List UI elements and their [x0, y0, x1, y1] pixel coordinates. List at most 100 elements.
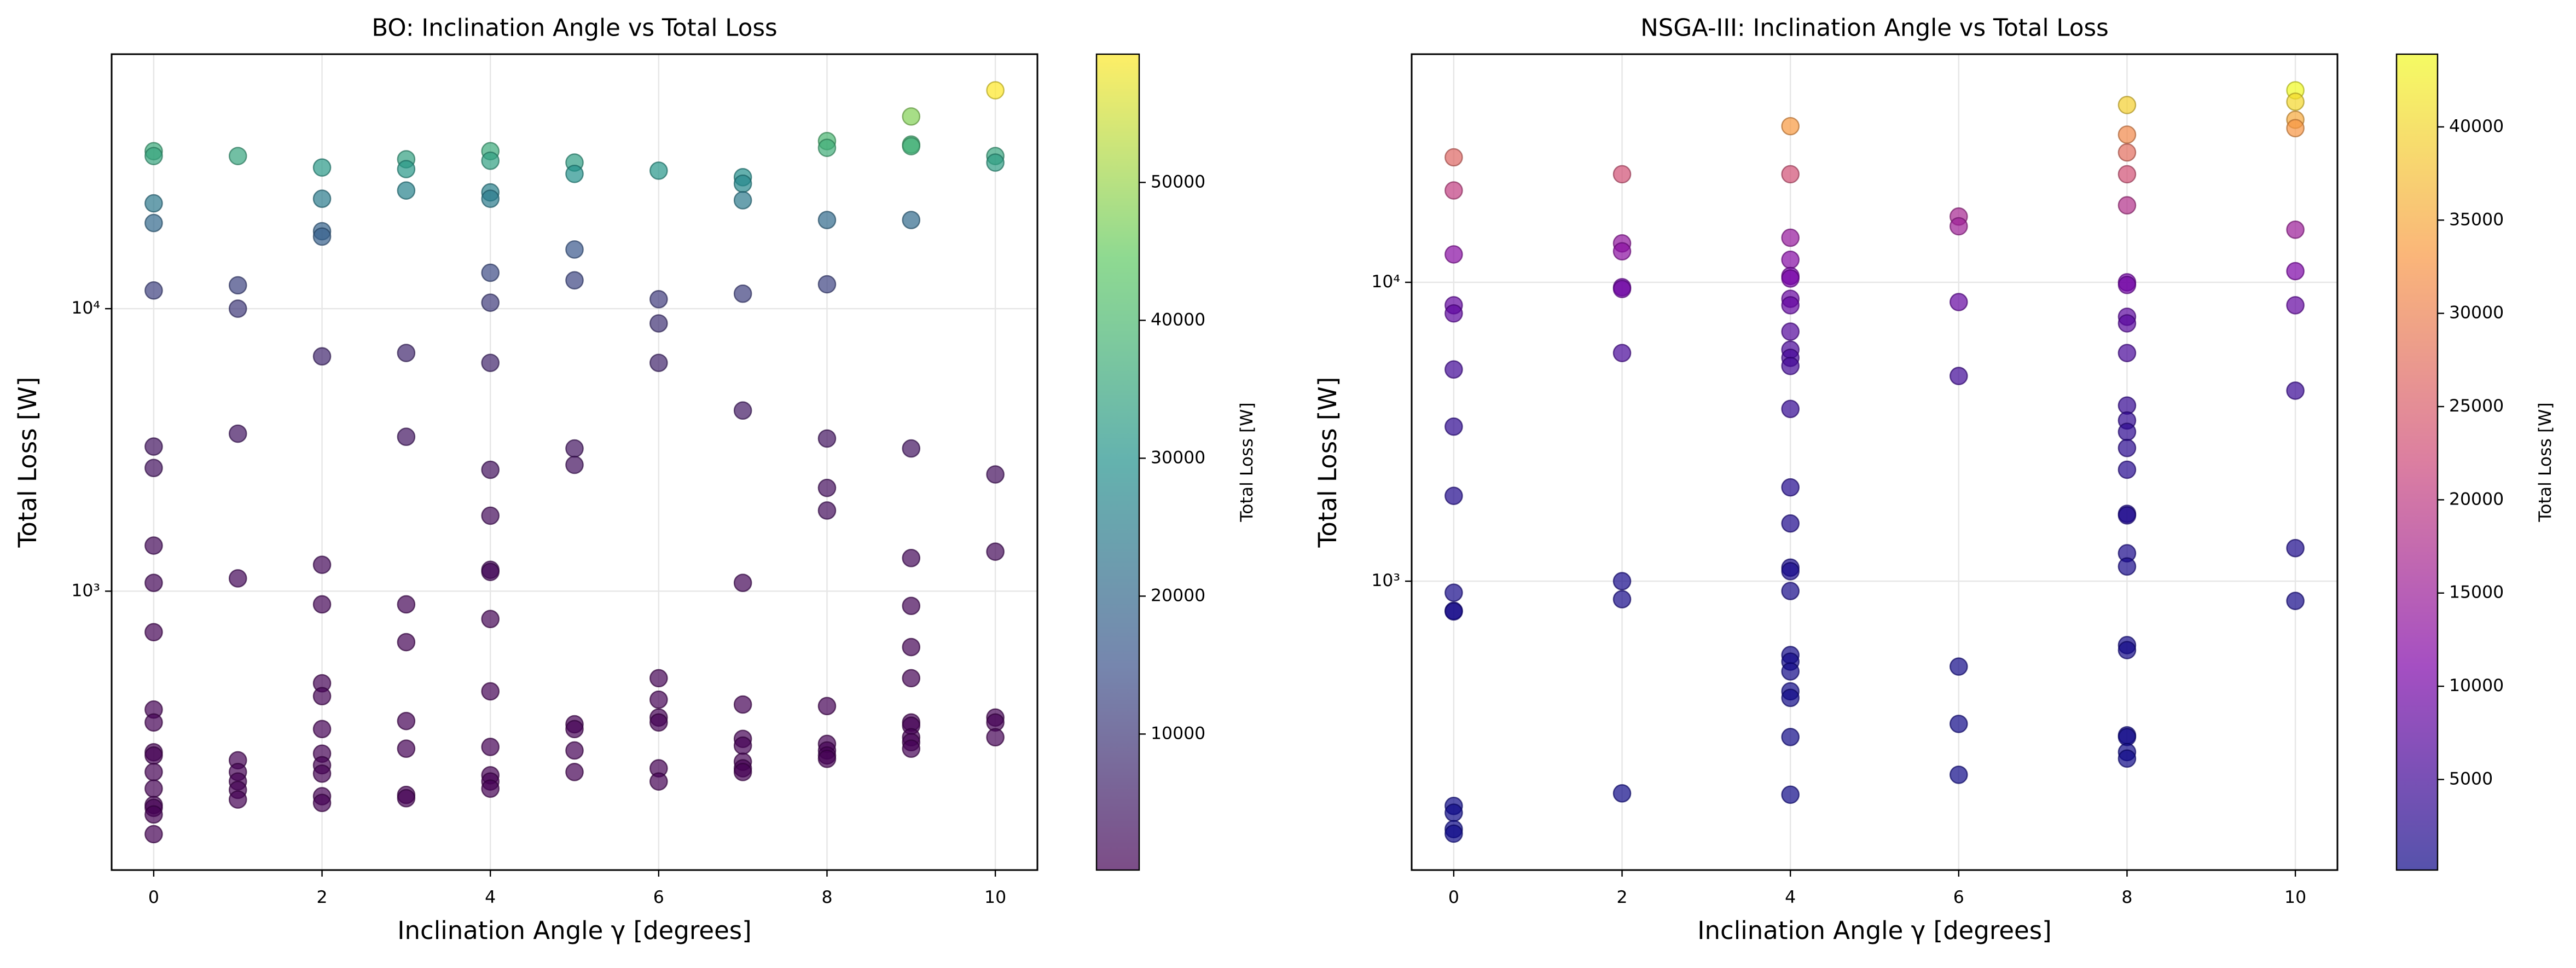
point — [649, 772, 668, 791]
x-tick-label: 8 — [2121, 888, 2132, 907]
point — [649, 290, 668, 309]
point — [144, 459, 163, 477]
point — [312, 595, 332, 614]
point — [649, 669, 668, 688]
point — [1781, 228, 1800, 247]
point — [1781, 165, 1800, 184]
x-tick-label: 4 — [485, 888, 496, 907]
chart-title: NSGA-III: Inclination Angle vs Total Los… — [1640, 14, 2109, 42]
colorbar — [1095, 53, 1140, 871]
point — [144, 573, 163, 592]
point — [1781, 250, 1800, 269]
point — [1612, 344, 1632, 362]
point — [144, 623, 163, 642]
point — [312, 793, 332, 813]
point — [2286, 92, 2305, 111]
y-tick-label: 10³ — [1371, 571, 1400, 590]
point — [144, 763, 163, 781]
point — [1612, 590, 1632, 608]
point — [228, 424, 247, 443]
point — [2117, 557, 2137, 576]
x-tick-label: 6 — [1953, 888, 1964, 907]
point — [1950, 657, 1968, 676]
x-tick-label: 8 — [821, 888, 832, 907]
colorbar-tick-label: 30000 — [1151, 448, 1205, 467]
point — [1612, 165, 1632, 184]
point — [817, 501, 837, 520]
point — [986, 81, 1005, 100]
point — [2117, 143, 2137, 162]
point — [733, 695, 752, 714]
point — [228, 276, 247, 295]
point — [733, 573, 752, 592]
point — [1781, 582, 1800, 600]
x-tick-label: 0 — [1448, 888, 1459, 907]
point — [2286, 592, 2305, 610]
point — [397, 344, 416, 362]
point — [481, 779, 500, 798]
point — [565, 439, 584, 458]
point — [817, 138, 837, 157]
point — [902, 211, 921, 229]
point — [2117, 165, 2137, 184]
point — [649, 690, 668, 709]
point — [312, 347, 332, 366]
point — [986, 542, 1005, 561]
point — [481, 460, 500, 479]
point — [817, 478, 837, 497]
point — [1612, 242, 1632, 261]
colorbar — [2395, 53, 2439, 871]
point — [1444, 181, 1463, 200]
point — [733, 736, 752, 755]
colorbar-tick-label: 15000 — [2449, 583, 2504, 602]
point — [312, 720, 332, 739]
point — [1950, 715, 1968, 733]
colorbar-tick-label: 10000 — [1151, 723, 1205, 743]
point — [2117, 460, 2137, 479]
point — [1781, 478, 1800, 497]
colorbar-label: Total Loss [W] — [2536, 402, 2555, 522]
point — [1781, 728, 1800, 746]
point — [2117, 641, 2137, 659]
point — [2117, 422, 2137, 441]
point — [902, 596, 921, 616]
point — [649, 713, 668, 732]
point — [733, 284, 752, 303]
point — [2117, 506, 2137, 525]
point — [1444, 486, 1463, 505]
point — [397, 181, 416, 200]
point — [1444, 245, 1463, 264]
point — [481, 263, 500, 282]
x-tick-label: 0 — [148, 888, 159, 907]
point — [902, 669, 921, 688]
point — [2286, 119, 2305, 138]
point — [1444, 148, 1463, 167]
point — [817, 429, 837, 448]
point — [986, 465, 1005, 484]
point — [144, 713, 163, 732]
point — [1444, 360, 1463, 379]
point — [1444, 824, 1463, 843]
point — [481, 189, 500, 208]
colorbar-tick-label: 50000 — [1151, 172, 1205, 192]
point — [312, 555, 332, 574]
point — [397, 633, 416, 652]
chart-title: BO: Inclination Angle vs Total Loss — [372, 14, 777, 42]
x-tick-label: 6 — [653, 888, 664, 907]
point — [2117, 125, 2137, 144]
point — [1950, 217, 1968, 236]
colorbar-label: Total Loss [W] — [1237, 402, 1257, 522]
point — [1612, 280, 1632, 298]
point — [481, 738, 500, 756]
point — [1444, 602, 1463, 621]
colorbar-tick-label: 10000 — [2449, 676, 2504, 695]
point — [902, 137, 921, 155]
point — [397, 427, 416, 447]
x-axis-label: Inclination Angle γ [degrees] — [397, 916, 751, 945]
point — [397, 160, 416, 178]
point — [2286, 381, 2305, 400]
point — [144, 779, 163, 798]
colorbar-tick-label: 40000 — [1151, 310, 1205, 329]
point — [733, 401, 752, 420]
x-tick-label: 10 — [2284, 888, 2306, 907]
